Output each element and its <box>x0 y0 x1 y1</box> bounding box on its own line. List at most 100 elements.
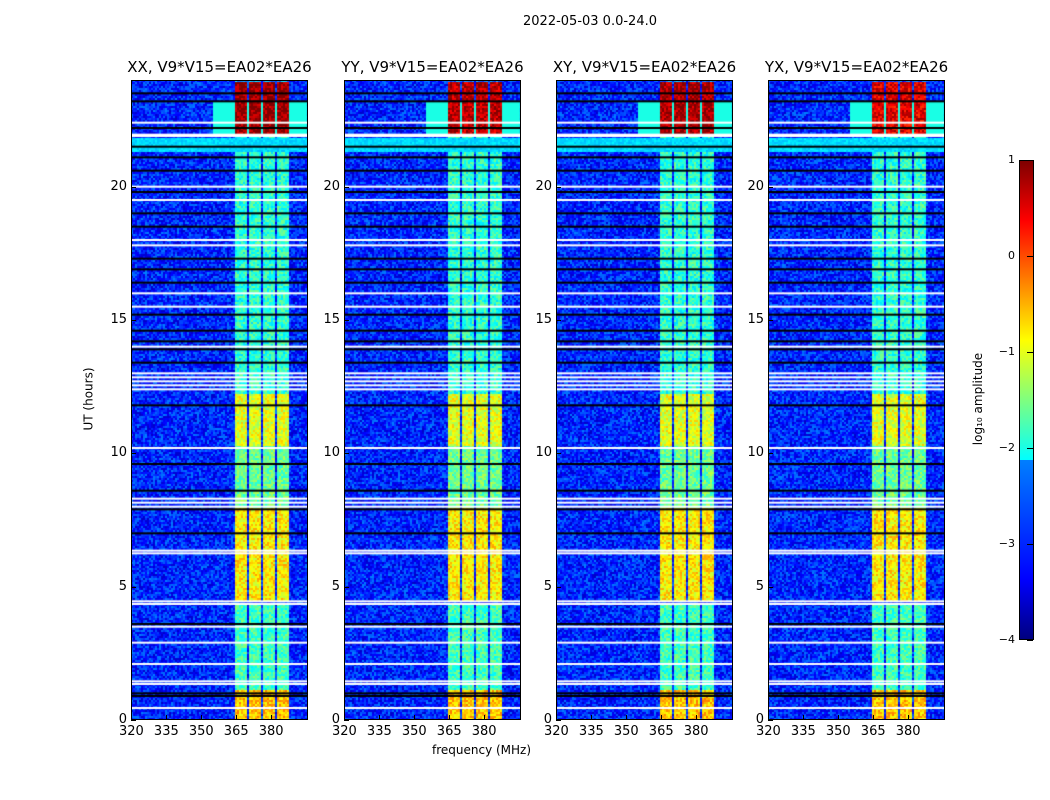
y-tick <box>556 453 561 455</box>
y-tick <box>131 186 136 188</box>
colorbar-tick <box>1027 448 1033 449</box>
y-tick-label: 0 <box>755 712 764 727</box>
y-tick-label: 20 <box>110 178 127 194</box>
y-tick <box>768 186 773 188</box>
x-tick-label: 380 <box>258 724 284 739</box>
colorbar <box>1019 160 1034 640</box>
x-tick <box>483 715 485 720</box>
x-tick <box>872 715 874 720</box>
x-tick <box>907 715 909 720</box>
x-tick <box>590 715 592 720</box>
colorbar-tick-label: −2 <box>998 441 1015 454</box>
y-tick <box>556 320 561 321</box>
y-tick-label: 0 <box>543 712 552 727</box>
y-tick-label: 10 <box>535 445 552 461</box>
heatmap-panel: YX, V9*V15=EA02*EA26 320 335 350 365 380 0 5 10 1… <box>747 58 948 739</box>
x-tick-label: 335 <box>578 724 604 739</box>
y-axis-label: UT (hours) <box>81 367 96 431</box>
x-tick <box>768 715 769 720</box>
x-tick <box>344 715 345 720</box>
x-tick-label: 320 <box>332 724 357 739</box>
x-tick <box>556 715 557 720</box>
heatmap-image <box>768 80 945 720</box>
y-tick-label: 10 <box>110 445 127 461</box>
y-tick-label: 5 <box>118 578 127 594</box>
x-tick-label: 365 <box>860 724 886 739</box>
heatmap-image <box>344 80 521 720</box>
x-tick <box>131 715 132 720</box>
x-tick-label: 335 <box>366 724 392 739</box>
y-tick <box>131 720 136 721</box>
colorbar-tick-label: −3 <box>998 537 1015 550</box>
y-tick <box>344 586 349 588</box>
colorbar-tick-label: 0 <box>1008 249 1015 262</box>
y-tick <box>768 320 773 321</box>
colorbar-tick-label: 1 <box>1008 153 1015 166</box>
y-tick-label: 20 <box>323 178 340 194</box>
colorbar-tick-label: −4 <box>998 633 1015 646</box>
heatmap-panel: XY, V9*V15=EA02*EA26 320 335 350 365 380 0 5 10 1… <box>535 58 736 739</box>
y-tick-label: 10 <box>747 445 764 461</box>
x-tick-label: 350 <box>401 724 427 739</box>
colorbar-label: log₁₀ amplitude <box>971 352 986 446</box>
x-tick <box>837 715 839 720</box>
heatmap-panel: YY, V9*V15=EA02*EA26 320 335 350 365 380 0 5 10 1… <box>323 58 523 739</box>
heatmap-image <box>131 80 308 720</box>
y-tick-label: 0 <box>331 712 340 727</box>
y-tick <box>131 453 136 455</box>
x-tick <box>625 715 627 720</box>
x-tick-label: 320 <box>544 724 569 739</box>
y-tick-label: 20 <box>747 178 764 194</box>
x-tick-label: 350 <box>613 724 639 739</box>
x-tick-label: 380 <box>471 724 497 739</box>
colorbar-tick-label: −1 <box>998 345 1015 358</box>
x-tick-label: 365 <box>436 724 462 739</box>
y-tick <box>556 720 561 721</box>
heatmap-panel: XX, V9*V15=EA02*EA26 320 335 350 365 380 0 5 10 1… <box>110 58 311 739</box>
y-tick <box>768 720 773 721</box>
x-tick <box>200 715 202 720</box>
panel-title: XX, V9*V15=EA02*EA26 <box>127 58 312 76</box>
x-tick <box>695 715 697 720</box>
y-tick <box>344 453 349 455</box>
colorbar-tick <box>1027 256 1033 257</box>
x-tick <box>378 715 380 720</box>
y-tick-label: 20 <box>535 178 552 194</box>
x-tick <box>802 715 804 720</box>
y-tick <box>556 186 561 188</box>
x-tick-label: 350 <box>188 724 214 739</box>
y-tick-label: 5 <box>755 578 764 594</box>
x-tick-label: 365 <box>223 724 249 739</box>
y-tick <box>344 320 349 321</box>
panel-title: YX, V9*V15=EA02*EA26 <box>764 58 949 76</box>
y-tick-label: 5 <box>543 578 552 594</box>
y-tick <box>768 453 773 455</box>
x-tick-label: 320 <box>756 724 781 739</box>
x-tick <box>413 715 415 720</box>
x-tick <box>660 715 662 720</box>
colorbar-tick <box>1027 640 1033 641</box>
panel-title: YY, V9*V15=EA02*EA26 <box>341 58 524 76</box>
colorbar-tick <box>1027 160 1033 161</box>
y-tick <box>344 186 349 188</box>
x-tick-label: 320 <box>119 724 144 739</box>
y-tick-label: 0 <box>118 712 127 727</box>
y-tick-label: 15 <box>747 312 764 327</box>
y-tick-label: 5 <box>331 578 340 594</box>
x-tick <box>270 715 272 720</box>
x-tick <box>165 715 167 720</box>
colorbar-tick <box>1027 544 1033 545</box>
x-tick-label: 380 <box>683 724 709 739</box>
y-tick-label: 15 <box>535 312 552 327</box>
x-tick-label: 335 <box>790 724 816 739</box>
y-tick <box>768 586 773 588</box>
panel-title: XY, V9*V15=EA02*EA26 <box>552 58 737 76</box>
x-tick-label: 365 <box>648 724 674 739</box>
y-tick <box>131 320 136 321</box>
y-tick <box>344 720 349 721</box>
y-tick-label: 15 <box>323 312 340 327</box>
x-axis-label: frequency (MHz) <box>432 743 532 757</box>
x-tick <box>235 715 237 720</box>
figure-title: 2022-05-03 0.0-24.0 <box>523 14 657 29</box>
y-tick <box>556 586 561 588</box>
